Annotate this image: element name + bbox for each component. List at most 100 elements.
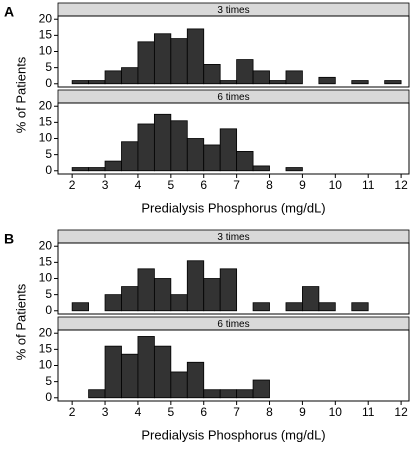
y-tick-label: 10: [39, 131, 53, 145]
bar: [351, 302, 369, 312]
bar: [269, 80, 287, 85]
bar: [203, 389, 221, 399]
y-tick-label: 10: [39, 271, 53, 285]
y-tick-label: 5: [45, 147, 52, 161]
y-tick-label: 10: [39, 358, 53, 372]
bar: [186, 138, 205, 172]
x-axis-title: Predialysis Phosphorus (mg/dL): [141, 427, 325, 442]
bar: [219, 128, 238, 172]
y-tick-label: 0: [45, 163, 52, 177]
y-tick-label: 5: [45, 374, 52, 388]
x-tick-label: 5: [167, 405, 174, 419]
bar: [137, 268, 155, 312]
y-tick-label: 0: [45, 303, 52, 317]
bar: [71, 302, 89, 312]
bar: [186, 260, 205, 312]
strip-title: 6 times: [217, 319, 249, 330]
bar: [153, 113, 172, 172]
bar: [219, 268, 238, 312]
strip-title: 3 times: [217, 232, 249, 243]
x-tick-label: 12: [394, 178, 408, 192]
x-tick-label: 2: [69, 178, 76, 192]
y-tick-label: 0: [45, 76, 52, 90]
bar: [236, 389, 254, 399]
bar: [121, 67, 139, 85]
bar: [351, 80, 369, 85]
y-tick-label: 0: [45, 390, 52, 404]
bar: [121, 353, 139, 399]
bar: [104, 345, 122, 399]
x-tick-label: 3: [102, 178, 109, 192]
bar: [170, 294, 188, 312]
bar: [203, 64, 221, 85]
bar: [153, 33, 172, 85]
x-tick-label: 11: [362, 178, 375, 192]
bar: [252, 302, 270, 312]
bar: [252, 70, 270, 85]
bar: [137, 123, 155, 172]
bar: [384, 80, 402, 85]
x-tick-label: 10: [329, 405, 343, 419]
x-tick-label: 4: [135, 405, 142, 419]
bar: [318, 76, 336, 85]
x-tick-label: 8: [266, 178, 273, 192]
x-tick-label: 12: [394, 405, 408, 419]
bar: [203, 144, 221, 172]
bar: [71, 167, 89, 172]
bar: [186, 361, 205, 399]
bar: [285, 70, 303, 85]
y-tick-label: 15: [39, 342, 53, 356]
y-tick-label: 20: [39, 238, 53, 252]
bar: [137, 336, 155, 399]
bar: [186, 28, 205, 85]
x-tick-label: 8: [266, 405, 273, 419]
bar: [88, 167, 106, 172]
x-tick-label: 7: [233, 178, 240, 192]
y-tick-label: 20: [39, 98, 53, 112]
x-tick-label: 4: [135, 178, 142, 192]
y-tick-label: 15: [39, 255, 53, 269]
bar: [203, 278, 221, 312]
y-tick-label: 5: [45, 60, 52, 74]
bar: [302, 286, 320, 312]
x-tick-label: 9: [299, 405, 306, 419]
bar: [104, 160, 122, 172]
y-tick-label: 15: [39, 115, 53, 129]
bar: [285, 302, 303, 312]
x-axis-title: Predialysis Phosphorus (mg/dL): [141, 200, 325, 215]
bar: [88, 80, 106, 85]
x-tick-label: 2: [69, 405, 76, 419]
bar: [88, 389, 106, 399]
bar: [153, 345, 172, 399]
bar: [219, 389, 238, 399]
bar: [170, 38, 188, 85]
y-tick-label: 5: [45, 287, 52, 301]
bar: [121, 141, 139, 172]
y-axis-title: % of Patients: [13, 56, 28, 133]
bar: [252, 379, 270, 399]
bar: [285, 167, 303, 172]
x-tick-label: 6: [200, 405, 207, 419]
bar: [318, 302, 336, 312]
x-tick-label: 5: [167, 178, 174, 192]
strip-title: 6 times: [217, 92, 249, 103]
bar: [104, 294, 122, 312]
x-tick-label: 6: [200, 178, 207, 192]
x-tick-label: 11: [362, 405, 375, 419]
y-tick-label: 20: [39, 325, 53, 339]
bar: [71, 80, 89, 85]
bar: [104, 70, 122, 85]
y-tick-label: 20: [39, 11, 53, 25]
bar: [121, 286, 139, 312]
bar: [236, 59, 254, 85]
x-tick-label: 3: [102, 405, 109, 419]
bar: [236, 151, 254, 172]
bar: [170, 120, 188, 172]
bar: [170, 371, 188, 399]
y-tick-label: 15: [39, 28, 53, 42]
y-tick-label: 10: [39, 44, 53, 58]
x-tick-label: 7: [233, 405, 240, 419]
bar: [252, 165, 270, 172]
y-axis-title: % of Patients: [13, 283, 28, 360]
